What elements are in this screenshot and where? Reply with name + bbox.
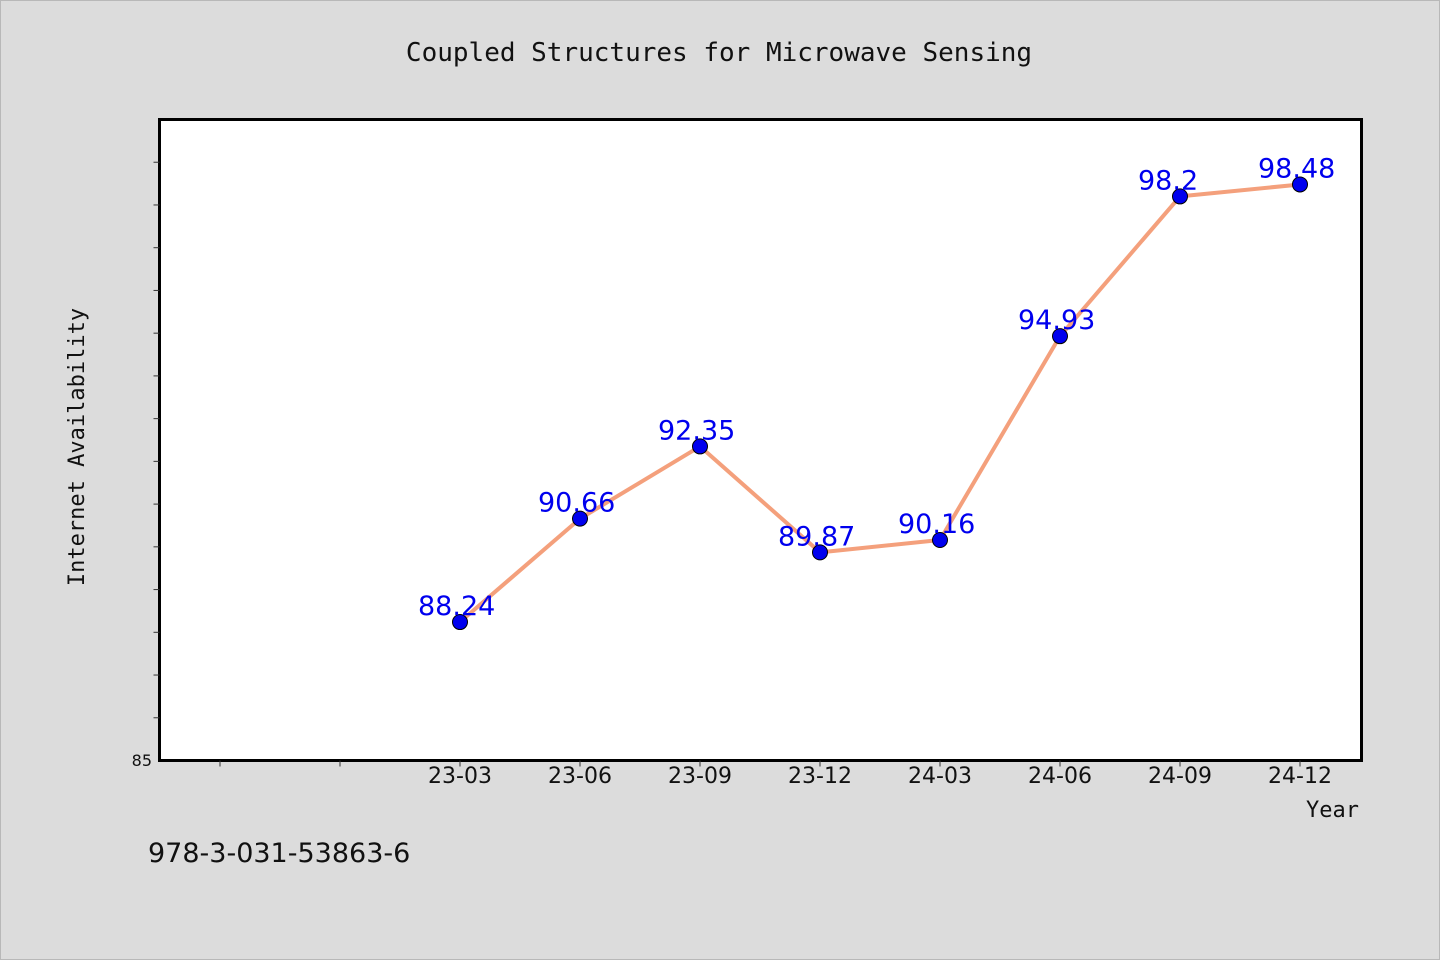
x-axis-ticks: 23-03 23-06 23-09 23-12 24-03 24-06 24-09 24-12 — [219, 760, 1332, 789]
data-label: 90.66 — [538, 488, 615, 519]
x-tick-label: 23-12 — [788, 764, 852, 789]
y-axis-label: Internet Availability — [65, 308, 90, 586]
x-tick-label: 24-06 — [1028, 764, 1092, 789]
series-line — [458, 182, 1301, 624]
data-label: 92.35 — [658, 415, 735, 446]
data-point — [692, 438, 708, 455]
y-axis-ticks — [153, 161, 160, 719]
data-label: 98.48 — [1258, 153, 1335, 184]
series-layer: 88.24 90.66 92.35 89.87 90.16 94.93 98.2 98.48 — [418, 153, 1335, 631]
x-tick-label: 23-09 — [668, 764, 732, 789]
data-label: 98.2 — [1138, 165, 1198, 196]
plot-area — [158, 118, 1363, 762]
data-label: 88.24 — [418, 591, 495, 622]
data-point — [1052, 328, 1068, 345]
chart-title: Coupled Structures for Microwave Sensing — [406, 38, 1032, 68]
data-label: 89.87 — [778, 521, 855, 552]
x-tick-label: 23-03 — [428, 764, 492, 789]
data-label: 90.16 — [898, 509, 975, 540]
x-tick-label: 23-06 — [548, 764, 612, 789]
data-point — [932, 531, 948, 548]
x-tick-label: 24-09 — [1148, 764, 1212, 789]
data-point — [572, 510, 588, 527]
data-point — [812, 544, 828, 561]
isbn-text: 978-3-031-53863-6 — [148, 838, 410, 869]
x-tick-label: 24-03 — [908, 764, 972, 789]
data-point — [452, 614, 468, 631]
y-tick-label: 85 — [132, 751, 152, 770]
x-axis-label: Year — [1306, 798, 1359, 823]
x-tick-label: 24-12 — [1268, 764, 1332, 789]
data-point — [1292, 176, 1308, 193]
data-label: 94.93 — [1018, 305, 1095, 336]
data-point — [1172, 188, 1188, 205]
